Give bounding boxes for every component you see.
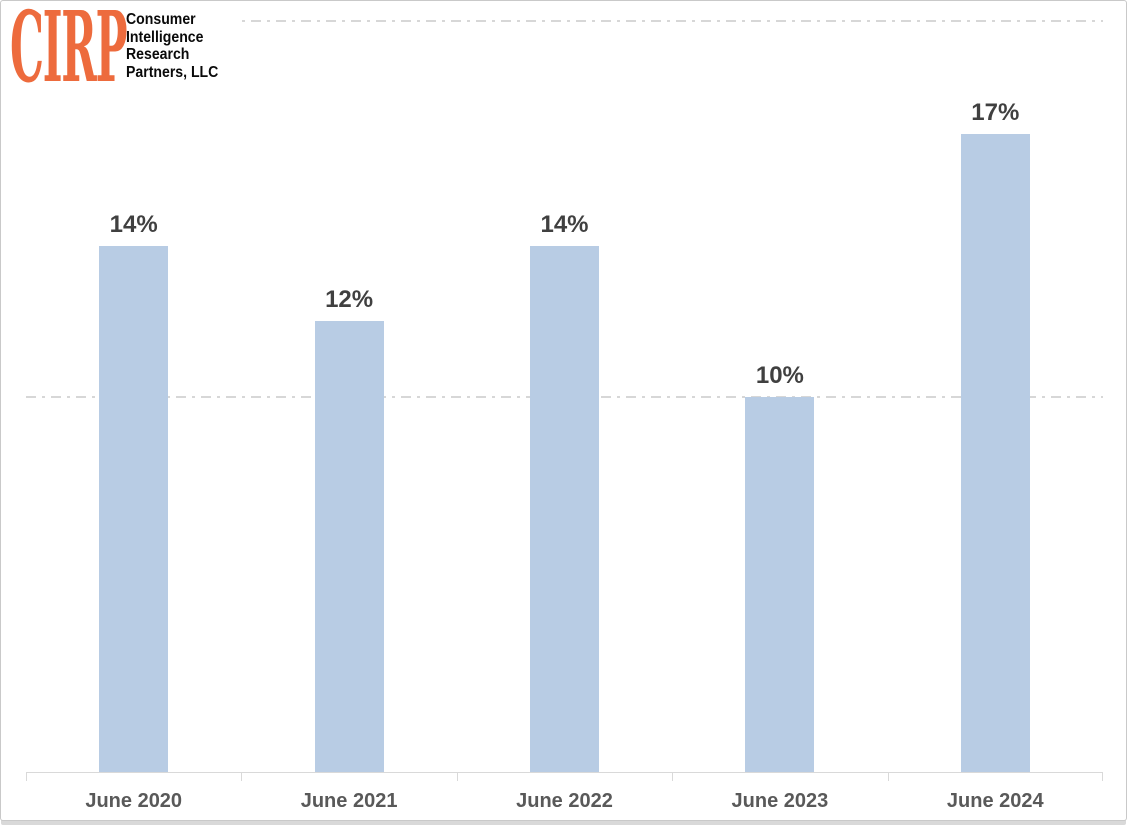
- x-axis-label: June 2024: [946, 790, 1044, 812]
- bar: [314, 321, 384, 772]
- logo-name-line: Consumer: [126, 11, 196, 28]
- bar-column: 17%: [888, 21, 1103, 772]
- x-axis-label: June 2022: [516, 790, 613, 812]
- bar: [99, 246, 169, 772]
- cirp-logo-company-name: Consumer Intelligence Research Partners,…: [126, 11, 218, 81]
- bar: [960, 133, 1030, 772]
- gridline-20pct: [26, 20, 1103, 22]
- plot-area: 14% 12% 14% 10% 17%: [26, 20, 1103, 772]
- x-axis-label: June 2021: [300, 790, 398, 812]
- axis-tick: [26, 772, 27, 781]
- cirp-logo: CIRP Consumer Intelligence Research Part…: [8, 0, 241, 104]
- bar-value-label: 14%: [109, 211, 158, 239]
- axis-tick: [456, 772, 458, 781]
- x-axis-label: June 2023: [731, 790, 829, 812]
- bar-value-label: 17%: [971, 98, 1020, 126]
- bar-value-label: 10%: [755, 361, 804, 389]
- logo-name-line: Research: [126, 46, 190, 63]
- x-axis-labels: June 2020 June 2021 June 2022 June 2023 …: [26, 785, 1103, 819]
- axis-tick: [1102, 772, 1103, 781]
- axis-tick: [241, 772, 243, 781]
- bar: [529, 246, 599, 772]
- bar-value-label: 14%: [540, 211, 589, 239]
- logo-name-line: Partners, LLC: [126, 63, 219, 81]
- axis-tick: [887, 772, 889, 781]
- bar-column: 14%: [26, 21, 241, 772]
- bar-column: 12%: [241, 21, 456, 772]
- axis-tick: [672, 772, 674, 781]
- x-axis: [26, 772, 1103, 782]
- bar: [745, 396, 815, 772]
- bar-column: 10%: [672, 21, 887, 772]
- bar-column: 14%: [457, 21, 672, 772]
- bar-value-label: 12%: [325, 286, 374, 314]
- logo-name-line: Intelligence: [126, 28, 204, 46]
- x-axis-line: [26, 772, 1103, 773]
- cirp-logo-acronym: CIRP: [10, 0, 128, 104]
- x-axis-label: June 2020: [85, 790, 183, 812]
